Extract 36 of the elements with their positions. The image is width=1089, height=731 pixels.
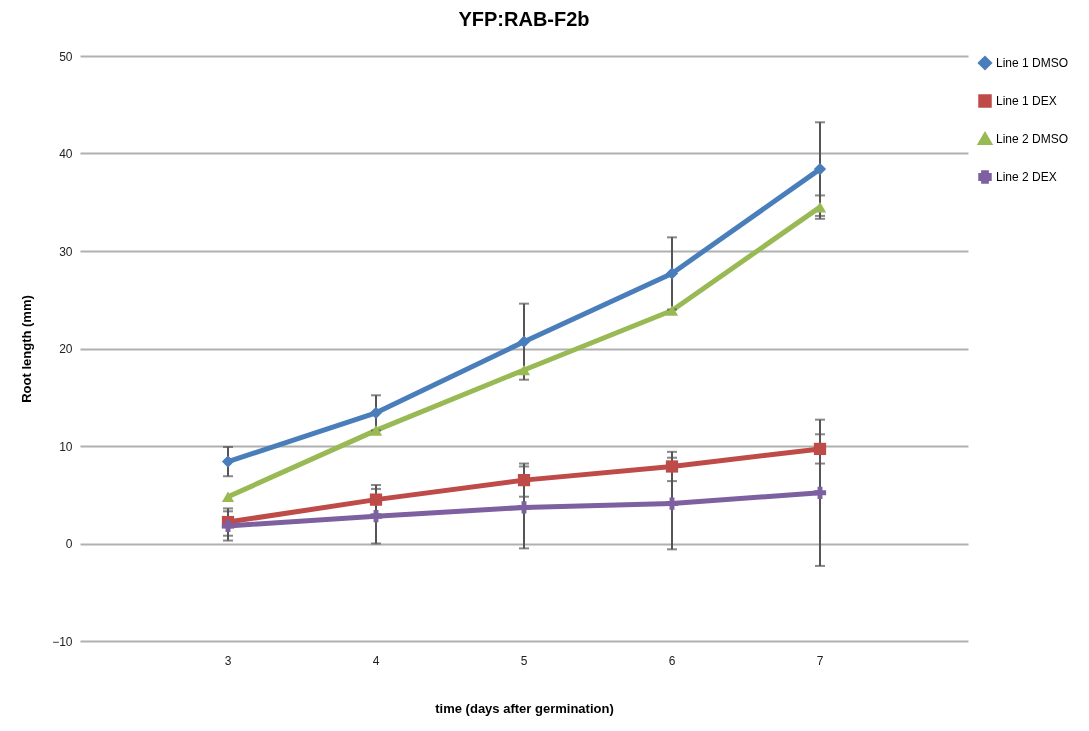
y-tick-label: 40 xyxy=(59,147,73,161)
x-tick-label: 3 xyxy=(224,653,232,668)
y-tick-label: 50 xyxy=(59,49,73,64)
point xyxy=(369,493,383,506)
y-tick-label: 0 xyxy=(65,537,73,551)
point xyxy=(517,335,531,348)
y-tick-label: 20 xyxy=(59,342,73,356)
x-tick-label: 5 xyxy=(520,653,528,668)
x-tick-label: 7 xyxy=(816,653,824,668)
point xyxy=(813,486,827,499)
point xyxy=(221,455,235,468)
y-tick-label: 10 xyxy=(59,439,73,454)
point xyxy=(369,510,383,523)
legend-label: Line 2 DMSO xyxy=(996,132,1069,146)
y-tick-label: 30 xyxy=(59,244,73,259)
legend-label: Line 1 DMSO xyxy=(996,56,1069,70)
x-tick-label: 6 xyxy=(668,653,676,668)
point xyxy=(813,442,827,456)
y-tick-label: −10 xyxy=(52,634,73,649)
point xyxy=(517,364,531,376)
point xyxy=(517,501,531,514)
legend-label: Line 2 DEX xyxy=(996,170,1057,184)
point xyxy=(665,267,679,280)
point xyxy=(369,425,383,436)
point xyxy=(665,305,679,316)
point xyxy=(813,162,827,176)
x-axis-title: time (days after germination) xyxy=(435,700,614,716)
point xyxy=(221,491,235,502)
y-axis-title: Root length (mm) xyxy=(19,295,35,403)
point xyxy=(517,474,531,487)
chart-title: YFP:RAB-F2b xyxy=(458,8,590,30)
x-tick-label: 4 xyxy=(372,653,380,668)
point xyxy=(665,460,679,473)
point xyxy=(369,406,383,419)
point xyxy=(665,497,679,510)
legend-label: Line 1 DEX xyxy=(996,94,1057,108)
